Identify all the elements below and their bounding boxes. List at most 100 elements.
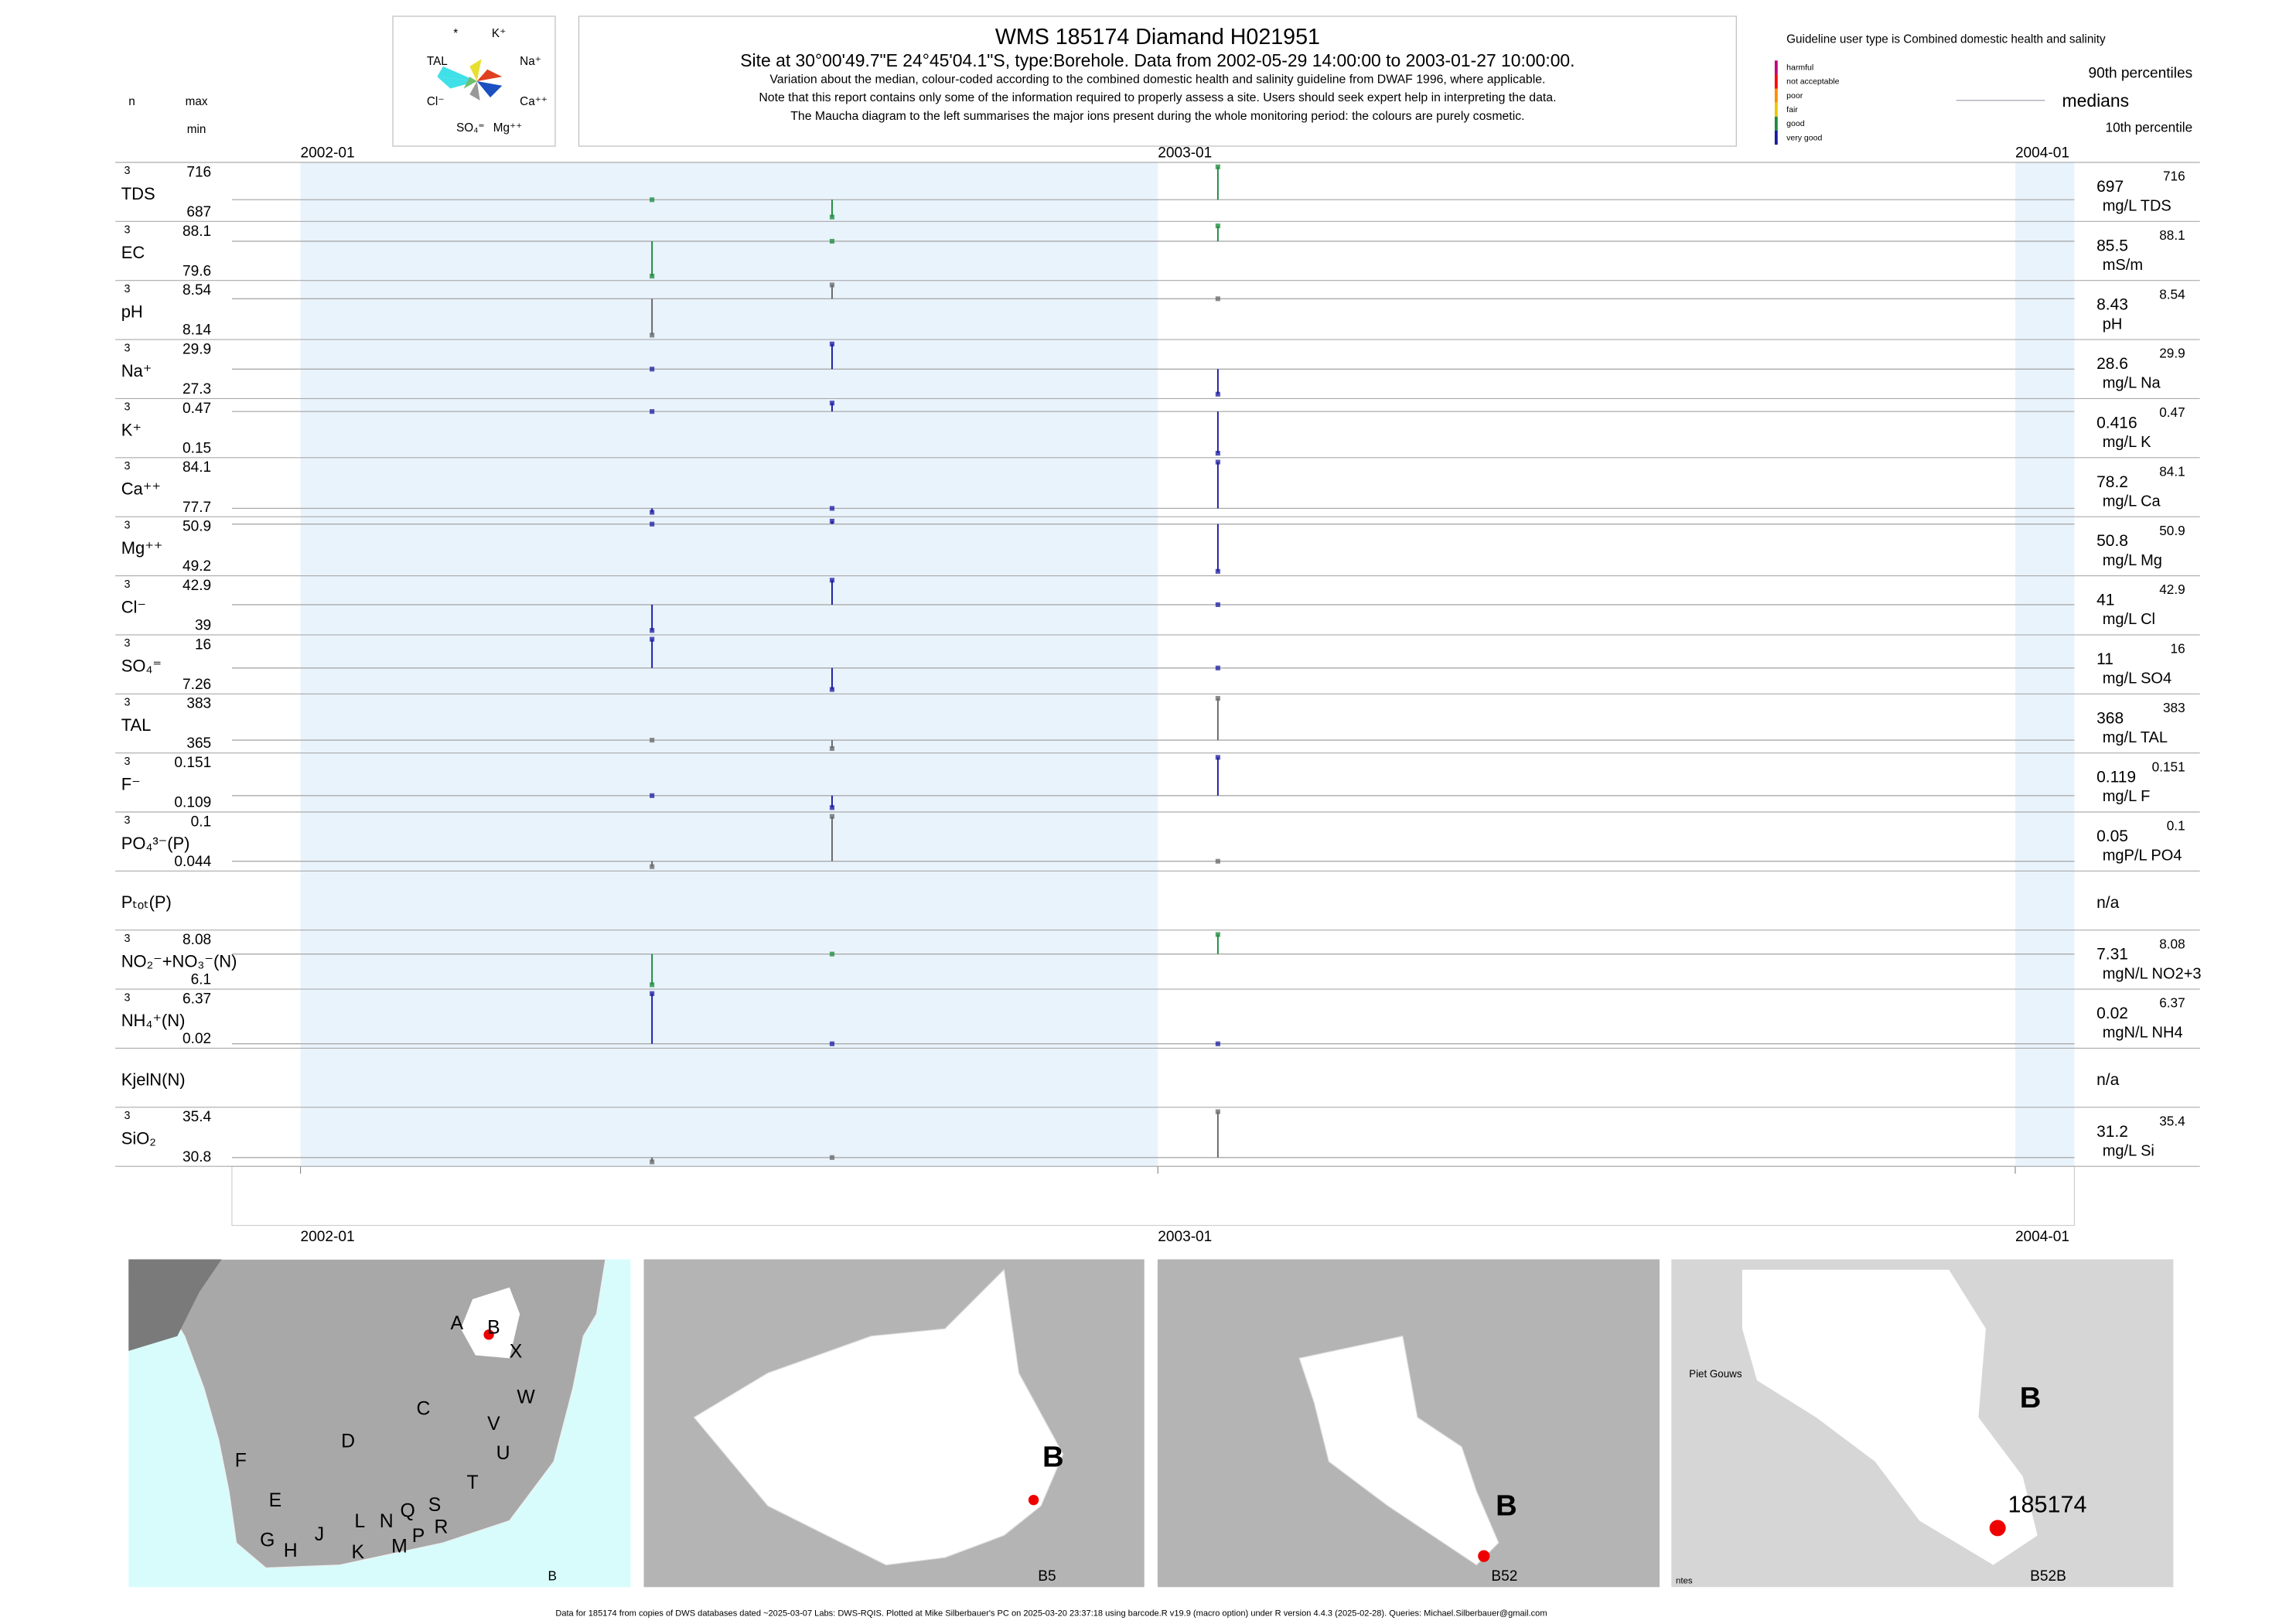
- unit: mg/L K: [2103, 434, 2151, 451]
- max-value: 8.54: [183, 282, 212, 299]
- map-label: W: [517, 1387, 535, 1407]
- map-label: N: [380, 1511, 394, 1532]
- min-value: 49.2: [183, 558, 211, 575]
- min-value: 8.14: [183, 322, 212, 339]
- maucha-label: Ca⁺⁺: [520, 95, 548, 108]
- sample-point: [650, 864, 655, 869]
- max-value: 383: [186, 696, 211, 712]
- map-label: V: [487, 1414, 500, 1435]
- maucha-label: Cl⁻: [427, 95, 444, 108]
- min-value: 27.3: [183, 381, 211, 397]
- right-max: 383: [2163, 700, 2185, 715]
- right-max: 0.151: [2152, 759, 2185, 774]
- unit: mg/L Mg: [2103, 552, 2162, 569]
- sample-point: [1215, 459, 1220, 465]
- sample-point: [829, 1041, 835, 1046]
- right-max: 88.1: [2159, 227, 2185, 243]
- map-label: ntes: [1676, 1577, 1693, 1586]
- class-swatch: [1774, 88, 1778, 103]
- max-value: 0.1: [191, 814, 212, 830]
- unit: mg/L Na: [2103, 375, 2161, 392]
- right-max: 0.1: [2167, 818, 2185, 834]
- plot-frame: [231, 1165, 2076, 1227]
- parameter-name: pH: [121, 302, 143, 322]
- sample-count: 3: [125, 697, 131, 709]
- x-tick-label: 2004-01: [2015, 1229, 2069, 1245]
- sample-point: [650, 1159, 655, 1165]
- map-label: 185174: [2008, 1491, 2087, 1517]
- column-head: n: [128, 95, 135, 108]
- median-value: 368: [2096, 709, 2124, 727]
- percentile-label: 90th percentiles: [2088, 66, 2192, 82]
- sample-point: [829, 687, 835, 692]
- map-label: B: [1042, 1440, 1064, 1473]
- class-label: good: [1786, 119, 1805, 128]
- parameter-name: Ca⁺⁺: [121, 479, 161, 499]
- sample-count: 3: [125, 519, 131, 531]
- map-label: B: [487, 1318, 500, 1339]
- max-value: 29.9: [183, 342, 211, 358]
- title: WMS 185174 Diamand H021951: [995, 25, 1320, 49]
- site-dot: [483, 1329, 494, 1340]
- sample-point: [1215, 1109, 1220, 1114]
- parameter-name: NO₂⁻+NO₃⁻(N): [121, 952, 237, 971]
- sample-point: [650, 793, 655, 798]
- right-max: 35.4: [2159, 1113, 2185, 1128]
- x-tick-label: 2003-01: [1158, 145, 1212, 162]
- sample-point: [829, 814, 835, 819]
- unit: mg/L TAL: [2103, 729, 2168, 746]
- footer: Data for 185174 from copies of DWS datab…: [555, 1609, 1547, 1619]
- max-value: 84.1: [183, 459, 211, 476]
- max-value: 6.37: [183, 991, 211, 1008]
- column-head: min: [187, 123, 206, 136]
- median-value: 31.2: [2096, 1123, 2128, 1141]
- map-label: B5: [1038, 1568, 1056, 1585]
- max-value: 50.9: [183, 519, 211, 535]
- min-value: 0.15: [183, 440, 211, 456]
- map-label: H: [284, 1540, 298, 1561]
- map-label: K: [352, 1542, 365, 1563]
- median-value: 41: [2096, 592, 2114, 609]
- sample-point: [650, 991, 655, 996]
- unit: pH: [2103, 316, 2123, 333]
- right-max: 8.08: [2159, 936, 2185, 951]
- x-tick-label: 2003-01: [1158, 1229, 1212, 1245]
- sample-point: [650, 510, 655, 515]
- class-swatch: [1774, 74, 1778, 89]
- unit: mg/L SO4: [2103, 670, 2171, 687]
- note: Note that this report contains only some…: [759, 91, 1556, 104]
- sample-point: [650, 738, 655, 743]
- median-value: 0.05: [2096, 827, 2128, 845]
- sample-point: [829, 1155, 835, 1160]
- sample-point: [650, 409, 655, 415]
- median-value: 0.416: [2096, 414, 2137, 432]
- map-label: T: [466, 1472, 478, 1493]
- class-label: fair: [1786, 105, 1798, 114]
- class-label: very good: [1786, 133, 1822, 142]
- class-swatch: [1774, 102, 1778, 117]
- sample-count: 3: [125, 637, 131, 650]
- maucha-label: *: [453, 27, 458, 40]
- percentile-label: 10th percentile: [2106, 120, 2193, 135]
- sample-count: 3: [125, 756, 131, 768]
- min-value: 30.8: [183, 1149, 211, 1165]
- sample-point: [1215, 164, 1220, 169]
- map-label: X: [510, 1341, 523, 1362]
- median-value: 50.8: [2096, 532, 2128, 550]
- right-max: 16: [2171, 641, 2185, 657]
- sample-point: [1215, 665, 1220, 670]
- unit: mgN/L NO2+3: [2103, 965, 2202, 982]
- sample-point: [829, 341, 835, 346]
- sample-point: [650, 636, 655, 642]
- max-value: 716: [186, 164, 211, 180]
- sample-point: [650, 982, 655, 988]
- parameter-name: PO₄³⁻(P): [121, 834, 190, 853]
- unit: mg/L Ca: [2103, 493, 2161, 510]
- sample-count: 3: [125, 224, 131, 237]
- sample-point: [650, 628, 655, 633]
- maucha-label: K⁺: [492, 27, 506, 40]
- map-label: B: [548, 1568, 556, 1583]
- sample-point: [829, 506, 835, 511]
